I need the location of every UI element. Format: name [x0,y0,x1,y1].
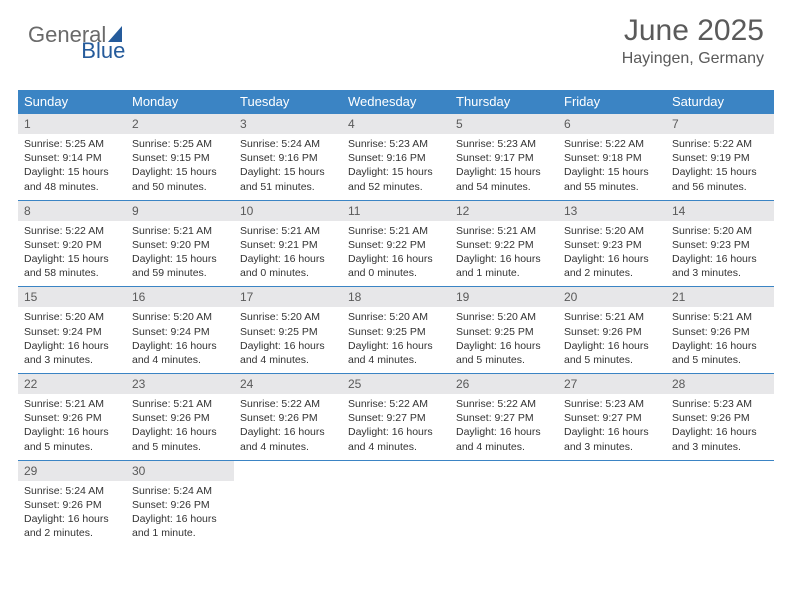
day-content-cell: Sunrise: 5:22 AMSunset: 9:26 PMDaylight:… [234,394,342,460]
day-content-cell: Sunrise: 5:22 AMSunset: 9:19 PMDaylight:… [666,134,774,200]
day-number-cell: 14 [666,200,774,221]
page-title: June 2025 [622,14,764,48]
day-content-cell: Sunrise: 5:20 AMSunset: 9:23 PMDaylight:… [558,221,666,287]
day-content-cell: Sunrise: 5:20 AMSunset: 9:25 PMDaylight:… [342,307,450,373]
day-content-cell: Sunrise: 5:23 AMSunset: 9:27 PMDaylight:… [558,394,666,460]
day-number-cell: 20 [558,287,666,308]
weekday-header: Thursday [450,90,558,114]
day-content-cell: Sunrise: 5:24 AMSunset: 9:16 PMDaylight:… [234,134,342,200]
day-content-cell: Sunrise: 5:21 AMSunset: 9:26 PMDaylight:… [18,394,126,460]
day-number-cell: 3 [234,114,342,135]
day-content-cell: Sunrise: 5:21 AMSunset: 9:26 PMDaylight:… [666,307,774,373]
day-content-cell: Sunrise: 5:22 AMSunset: 9:27 PMDaylight:… [450,394,558,460]
day-content-cell: Sunrise: 5:20 AMSunset: 9:24 PMDaylight:… [18,307,126,373]
day-content-cell: Sunrise: 5:21 AMSunset: 9:26 PMDaylight:… [126,394,234,460]
day-content-row: Sunrise: 5:25 AMSunset: 9:14 PMDaylight:… [18,134,774,200]
day-number-cell: 28 [666,374,774,395]
day-content-cell: Sunrise: 5:23 AMSunset: 9:16 PMDaylight:… [342,134,450,200]
day-content-cell [234,481,342,547]
day-content-cell: Sunrise: 5:21 AMSunset: 9:21 PMDaylight:… [234,221,342,287]
day-number-cell [558,460,666,481]
day-number-cell: 11 [342,200,450,221]
day-number-cell: 24 [234,374,342,395]
weekday-header: Saturday [666,90,774,114]
day-number-row: 891011121314 [18,200,774,221]
day-number-cell: 15 [18,287,126,308]
day-content-cell [450,481,558,547]
day-content-cell: Sunrise: 5:20 AMSunset: 9:25 PMDaylight:… [450,307,558,373]
day-content-cell: Sunrise: 5:20 AMSunset: 9:24 PMDaylight:… [126,307,234,373]
header: General Blue June 2025 Hayingen, Germany [0,0,792,90]
day-content-cell: Sunrise: 5:25 AMSunset: 9:14 PMDaylight:… [18,134,126,200]
day-number-cell [666,460,774,481]
day-number-cell: 1 [18,114,126,135]
day-content-cell [342,481,450,547]
day-number-cell: 22 [18,374,126,395]
day-number-cell [342,460,450,481]
day-number-row: 2930 [18,460,774,481]
day-number-cell: 10 [234,200,342,221]
title-block: June 2025 Hayingen, Germany [622,14,764,68]
day-number-cell: 13 [558,200,666,221]
day-number-cell [450,460,558,481]
day-number-cell: 21 [666,287,774,308]
calendar-table: Sunday Monday Tuesday Wednesday Thursday… [18,90,774,546]
day-number-cell: 25 [342,374,450,395]
day-number-cell: 18 [342,287,450,308]
day-content-cell: Sunrise: 5:20 AMSunset: 9:25 PMDaylight:… [234,307,342,373]
day-content-row: Sunrise: 5:24 AMSunset: 9:26 PMDaylight:… [18,481,774,547]
day-content-cell: Sunrise: 5:22 AMSunset: 9:18 PMDaylight:… [558,134,666,200]
day-content-cell: Sunrise: 5:21 AMSunset: 9:22 PMDaylight:… [342,221,450,287]
day-number-cell: 16 [126,287,234,308]
brand-logo: General Blue [28,22,167,48]
day-content-cell: Sunrise: 5:20 AMSunset: 9:23 PMDaylight:… [666,221,774,287]
day-number-cell: 2 [126,114,234,135]
day-number-cell: 23 [126,374,234,395]
brand-part2: Blue [81,38,125,64]
day-content-row: Sunrise: 5:22 AMSunset: 9:20 PMDaylight:… [18,221,774,287]
day-number-cell: 27 [558,374,666,395]
weekday-header: Sunday [18,90,126,114]
day-content-cell: Sunrise: 5:21 AMSunset: 9:22 PMDaylight:… [450,221,558,287]
day-content-row: Sunrise: 5:21 AMSunset: 9:26 PMDaylight:… [18,394,774,460]
weekday-header-row: Sunday Monday Tuesday Wednesday Thursday… [18,90,774,114]
day-content-cell: Sunrise: 5:22 AMSunset: 9:27 PMDaylight:… [342,394,450,460]
day-number-cell: 29 [18,460,126,481]
day-number-cell: 4 [342,114,450,135]
day-number-cell: 5 [450,114,558,135]
day-number-cell: 19 [450,287,558,308]
day-number-cell: 12 [450,200,558,221]
weekday-header: Wednesday [342,90,450,114]
day-number-row: 22232425262728 [18,374,774,395]
day-number-cell: 9 [126,200,234,221]
day-content-cell: Sunrise: 5:22 AMSunset: 9:20 PMDaylight:… [18,221,126,287]
day-content-cell [666,481,774,547]
day-number-row: 1234567 [18,114,774,135]
day-content-cell: Sunrise: 5:24 AMSunset: 9:26 PMDaylight:… [18,481,126,547]
day-number-cell: 26 [450,374,558,395]
day-content-cell: Sunrise: 5:21 AMSunset: 9:20 PMDaylight:… [126,221,234,287]
day-number-cell: 30 [126,460,234,481]
day-number-cell: 8 [18,200,126,221]
day-content-cell: Sunrise: 5:24 AMSunset: 9:26 PMDaylight:… [126,481,234,547]
day-number-cell: 6 [558,114,666,135]
day-number-cell: 17 [234,287,342,308]
day-content-cell: Sunrise: 5:21 AMSunset: 9:26 PMDaylight:… [558,307,666,373]
day-content-row: Sunrise: 5:20 AMSunset: 9:24 PMDaylight:… [18,307,774,373]
weekday-header: Friday [558,90,666,114]
day-content-cell [558,481,666,547]
day-content-cell: Sunrise: 5:25 AMSunset: 9:15 PMDaylight:… [126,134,234,200]
calendar-body: 1234567Sunrise: 5:25 AMSunset: 9:14 PMDa… [18,114,774,547]
weekday-header: Monday [126,90,234,114]
day-number-row: 15161718192021 [18,287,774,308]
day-number-cell: 7 [666,114,774,135]
weekday-header: Tuesday [234,90,342,114]
day-number-cell [234,460,342,481]
day-content-cell: Sunrise: 5:23 AMSunset: 9:17 PMDaylight:… [450,134,558,200]
location-label: Hayingen, Germany [622,50,764,68]
day-content-cell: Sunrise: 5:23 AMSunset: 9:26 PMDaylight:… [666,394,774,460]
